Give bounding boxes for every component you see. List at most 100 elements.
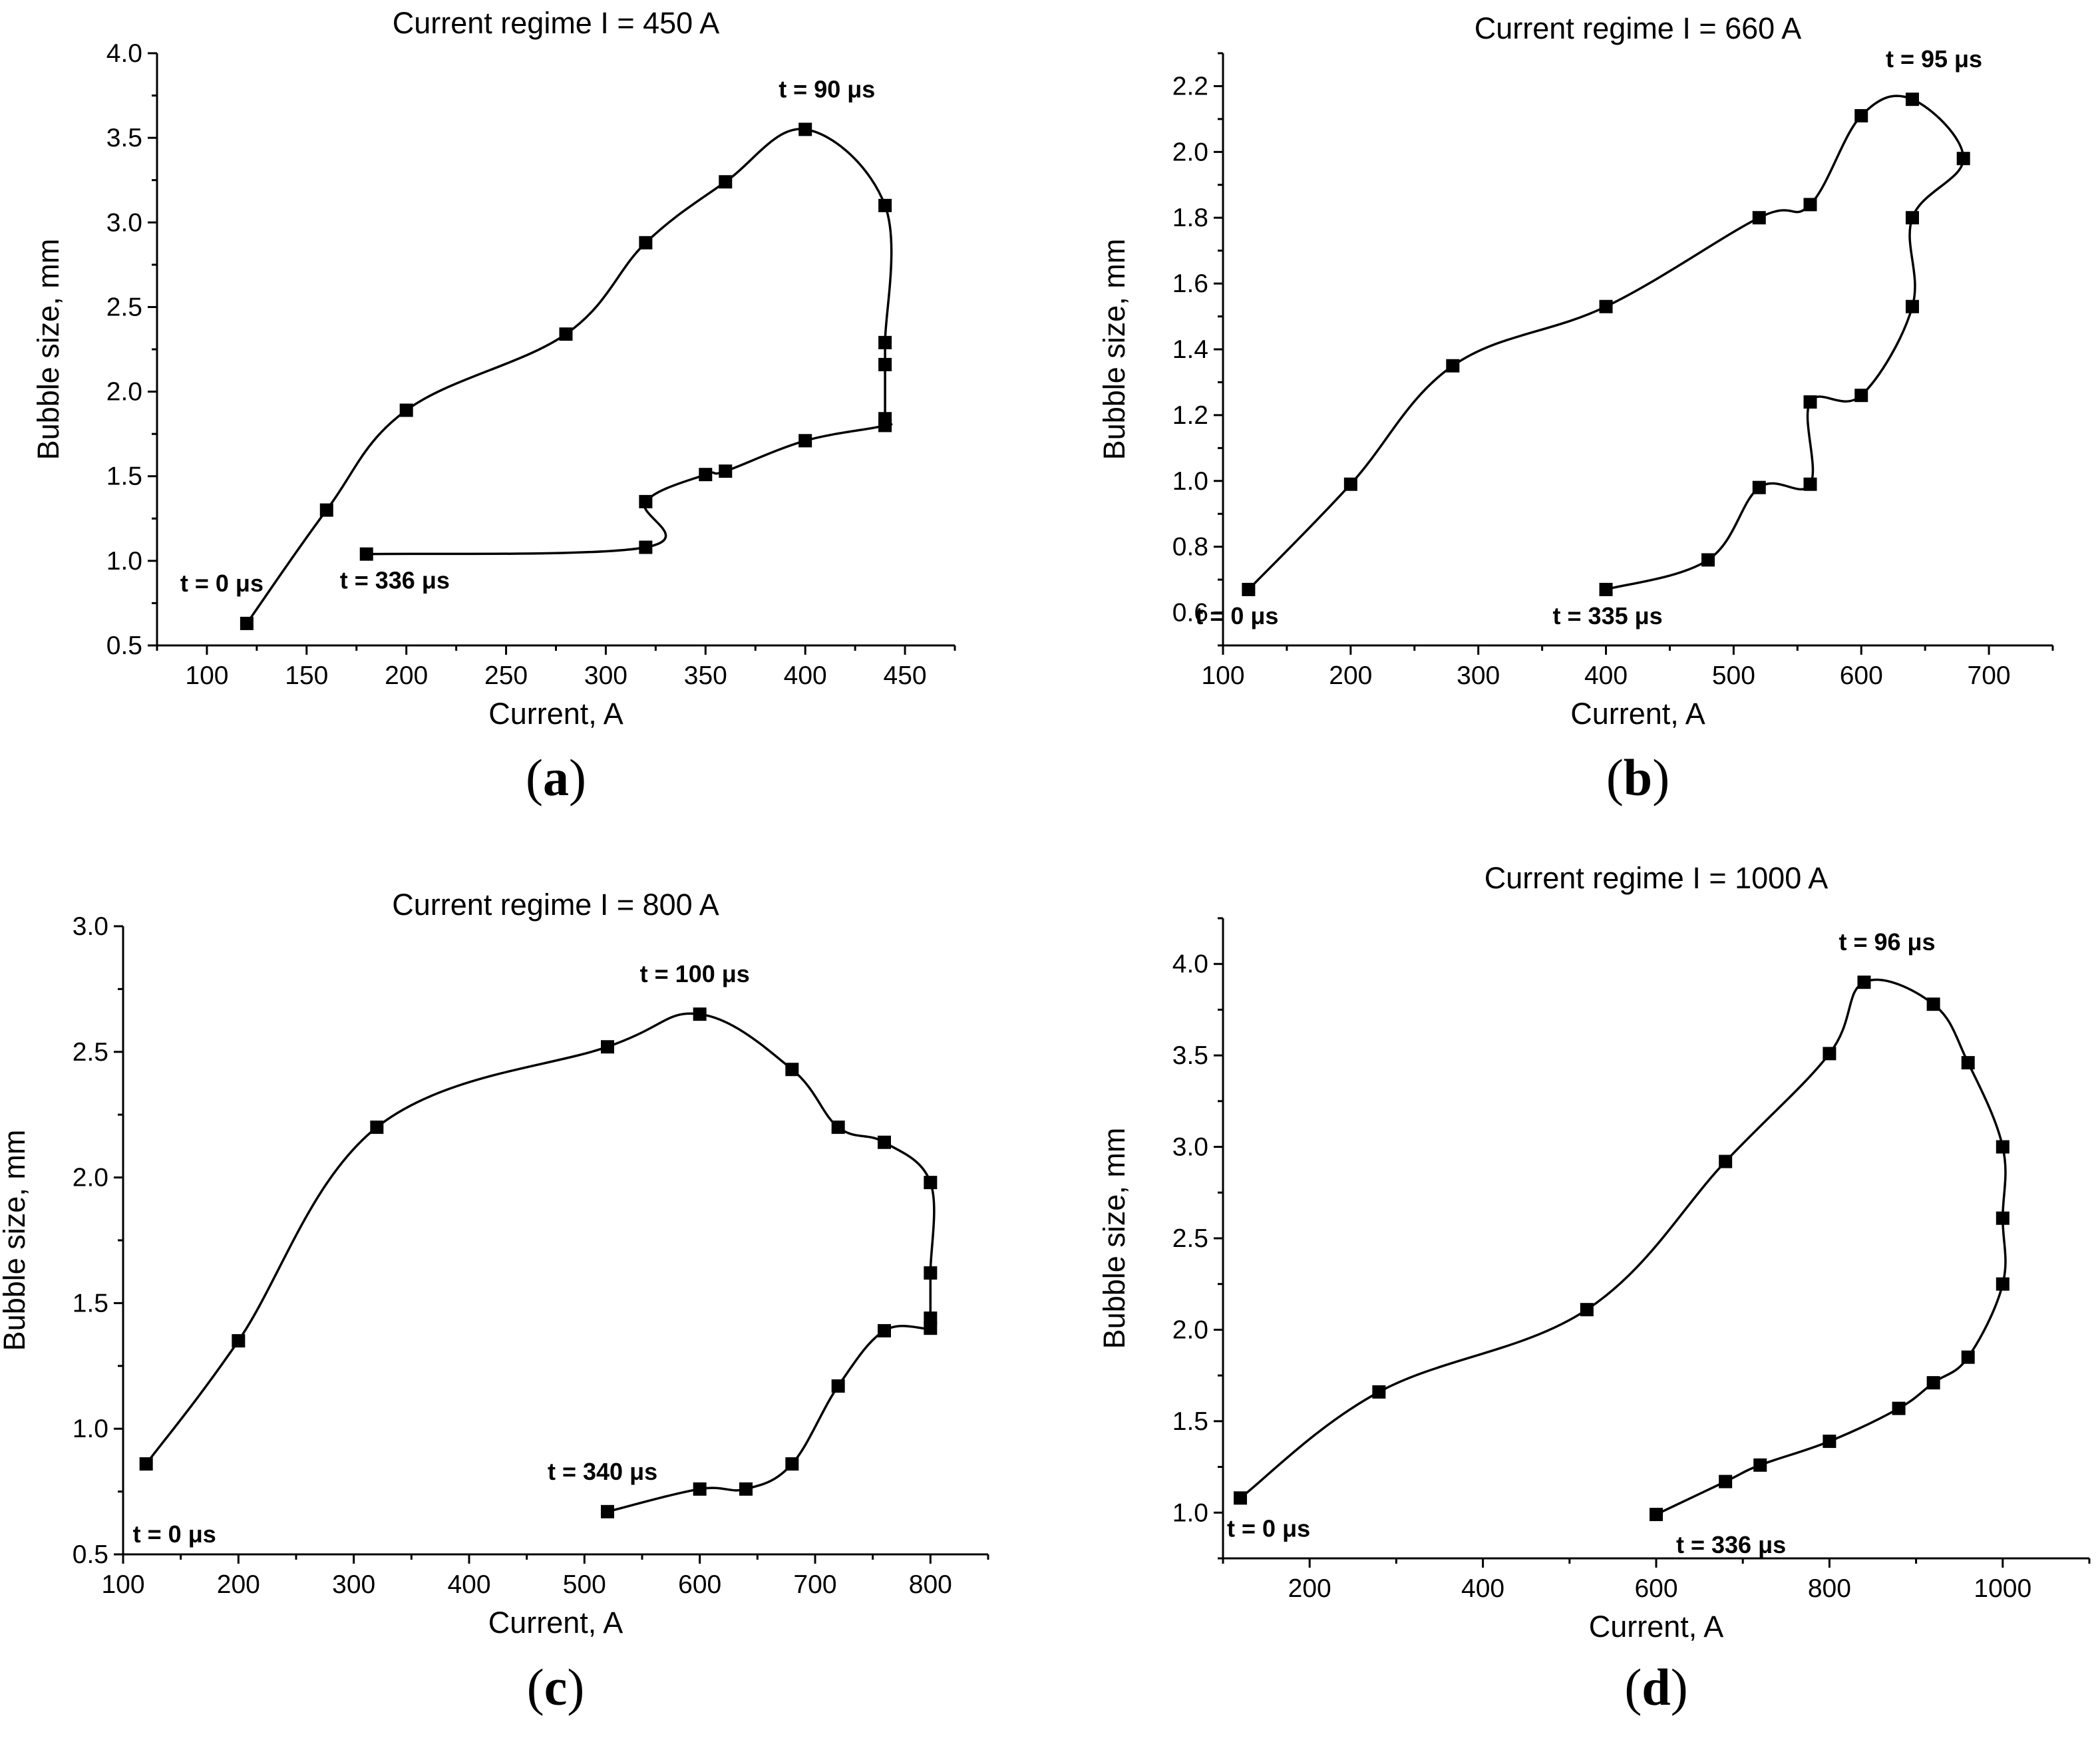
data-point-marker	[1599, 582, 1613, 596]
data-point-marker	[878, 335, 892, 349]
data-point-marker	[1752, 480, 1766, 494]
series-line	[1248, 94, 1965, 591]
data-point-marker	[240, 616, 254, 630]
data-point-marker	[1857, 975, 1871, 989]
data-point-marker	[1372, 1385, 1386, 1399]
data-point-marker	[639, 236, 653, 250]
data-point-marker	[719, 175, 733, 189]
time-annotation: t = 95 μs	[1886, 45, 1982, 73]
time-annotation: t = 100 μs	[640, 960, 750, 987]
data-point-marker	[1803, 395, 1817, 409]
x-tick-label: 350	[684, 661, 727, 690]
data-point-marker	[1343, 477, 1357, 491]
y-tick-label: 2.0	[1172, 138, 1208, 166]
time-annotation: t = 96 μs	[1838, 928, 1935, 956]
data-point-marker	[559, 327, 573, 341]
data-point-marker	[924, 1266, 938, 1280]
time-annotation: t = 335 μs	[1553, 602, 1663, 629]
data-point-marker	[1996, 1211, 2010, 1225]
x-tick-label: 300	[332, 1570, 375, 1599]
data-point-marker	[639, 540, 653, 554]
y-tick-label: 2.0	[73, 1164, 108, 1192]
data-point-marker	[1752, 211, 1766, 225]
data-point-marker	[831, 1121, 845, 1134]
chart-panel-c: 100 200 300 400 500 600 700 800 0.5 1.0 1.5 2.0 2.5 3…	[0, 888, 989, 1716]
data-point-marker	[359, 547, 373, 561]
data-point-marker	[831, 1379, 845, 1393]
data-point-marker	[1803, 477, 1817, 491]
y-tick-label: 1.6	[1172, 269, 1208, 298]
y-tick-label: 1.5	[1172, 1407, 1208, 1436]
y-tick-label: 1.5	[73, 1289, 108, 1317]
x-tick-label: 800	[909, 1570, 952, 1599]
y-tick-label: 3.0	[73, 912, 108, 941]
data-point-marker	[1996, 1277, 2010, 1291]
y-tick-label: 2.0	[1172, 1315, 1208, 1344]
x-tick-label: 100	[101, 1570, 144, 1599]
chart-panel-b: 100 200 300 400 500 600 700 0.6 0.8 1.0 1.2 1.4 1.6 1…	[1097, 11, 2054, 806]
x-tick-label: 400	[1584, 661, 1628, 690]
x-axis-title: Current, A	[488, 697, 623, 731]
y-axis-title: Bubble size, mm	[0, 1130, 31, 1351]
data-point-marker	[878, 357, 892, 371]
y-tick-label: 4.0	[1172, 950, 1208, 979]
chart-title: Current regime I = 1000 A	[1485, 861, 1829, 895]
x-tick-label: 150	[285, 661, 328, 690]
y-axis-title: Bubble size, mm	[1097, 1128, 1131, 1349]
time-annotation: t = 0 μs	[1227, 1514, 1310, 1542]
panel-label: (d)	[1624, 1658, 1687, 1716]
y-tick-label: 2.5	[1172, 1224, 1208, 1253]
data-point-marker	[878, 198, 892, 212]
series-line	[246, 128, 893, 624]
y-tick-label: 2.5	[73, 1038, 108, 1067]
x-tick-label: 250	[484, 661, 528, 690]
data-point-marker	[798, 122, 812, 136]
y-tick-label: 1.0	[1172, 1498, 1208, 1527]
y-tick-label: 0.5	[106, 631, 142, 660]
panel-label: (b)	[1606, 749, 1669, 806]
time-annotation: t = 340 μs	[548, 1458, 657, 1485]
x-tick-label: 700	[793, 1570, 836, 1599]
x-tick-label: 500	[1712, 661, 1755, 690]
data-point-marker	[1892, 1401, 1906, 1415]
y-tick-label: 1.0	[73, 1415, 108, 1443]
x-tick-label: 200	[1329, 661, 1372, 690]
data-point-marker	[639, 494, 653, 508]
data-point-marker	[139, 1457, 153, 1471]
data-point-marker	[1753, 1458, 1767, 1472]
data-point-marker	[319, 503, 333, 517]
time-annotation: t = 0 μs	[133, 1520, 216, 1548]
data-point-marker	[1905, 299, 1919, 313]
data-point-marker	[693, 1007, 707, 1021]
data-point-marker	[924, 1321, 938, 1335]
data-point-marker	[924, 1311, 938, 1325]
x-axis-title: Current, A	[1570, 697, 1705, 731]
y-tick-label: 0.5	[73, 1540, 108, 1569]
data-point-marker	[693, 1482, 707, 1496]
data-point-marker	[1234, 1491, 1248, 1505]
data-point-marker	[1719, 1154, 1733, 1168]
x-tick-label: 400	[447, 1570, 490, 1599]
x-tick-label: 600	[1840, 661, 1883, 690]
data-point-marker	[739, 1482, 753, 1496]
time-annotation: t = 90 μs	[779, 75, 875, 102]
data-point-marker	[1719, 1475, 1733, 1488]
x-tick-label: 100	[185, 661, 228, 690]
time-annotation: t = 0 μs	[180, 570, 263, 597]
x-axis-title: Current, A	[488, 1606, 623, 1640]
data-point-marker	[878, 419, 892, 433]
x-tick-label: 450	[884, 661, 927, 690]
y-axis-title: Bubble size, mm	[1097, 239, 1131, 460]
data-point-marker	[1926, 1376, 1940, 1390]
data-point-marker	[1961, 1350, 1975, 1364]
data-point-marker	[399, 403, 413, 417]
data-point-marker	[232, 1334, 246, 1348]
time-annotation: t = 336 μs	[340, 567, 450, 594]
y-tick-label: 1.0	[106, 547, 142, 576]
y-tick-label: 2.0	[106, 378, 142, 407]
y-tick-label: 0.8	[1172, 533, 1208, 562]
data-point-marker	[1580, 1303, 1594, 1317]
data-point-marker	[1803, 198, 1817, 212]
chart-title: Current regime I = 450 A	[393, 6, 720, 40]
